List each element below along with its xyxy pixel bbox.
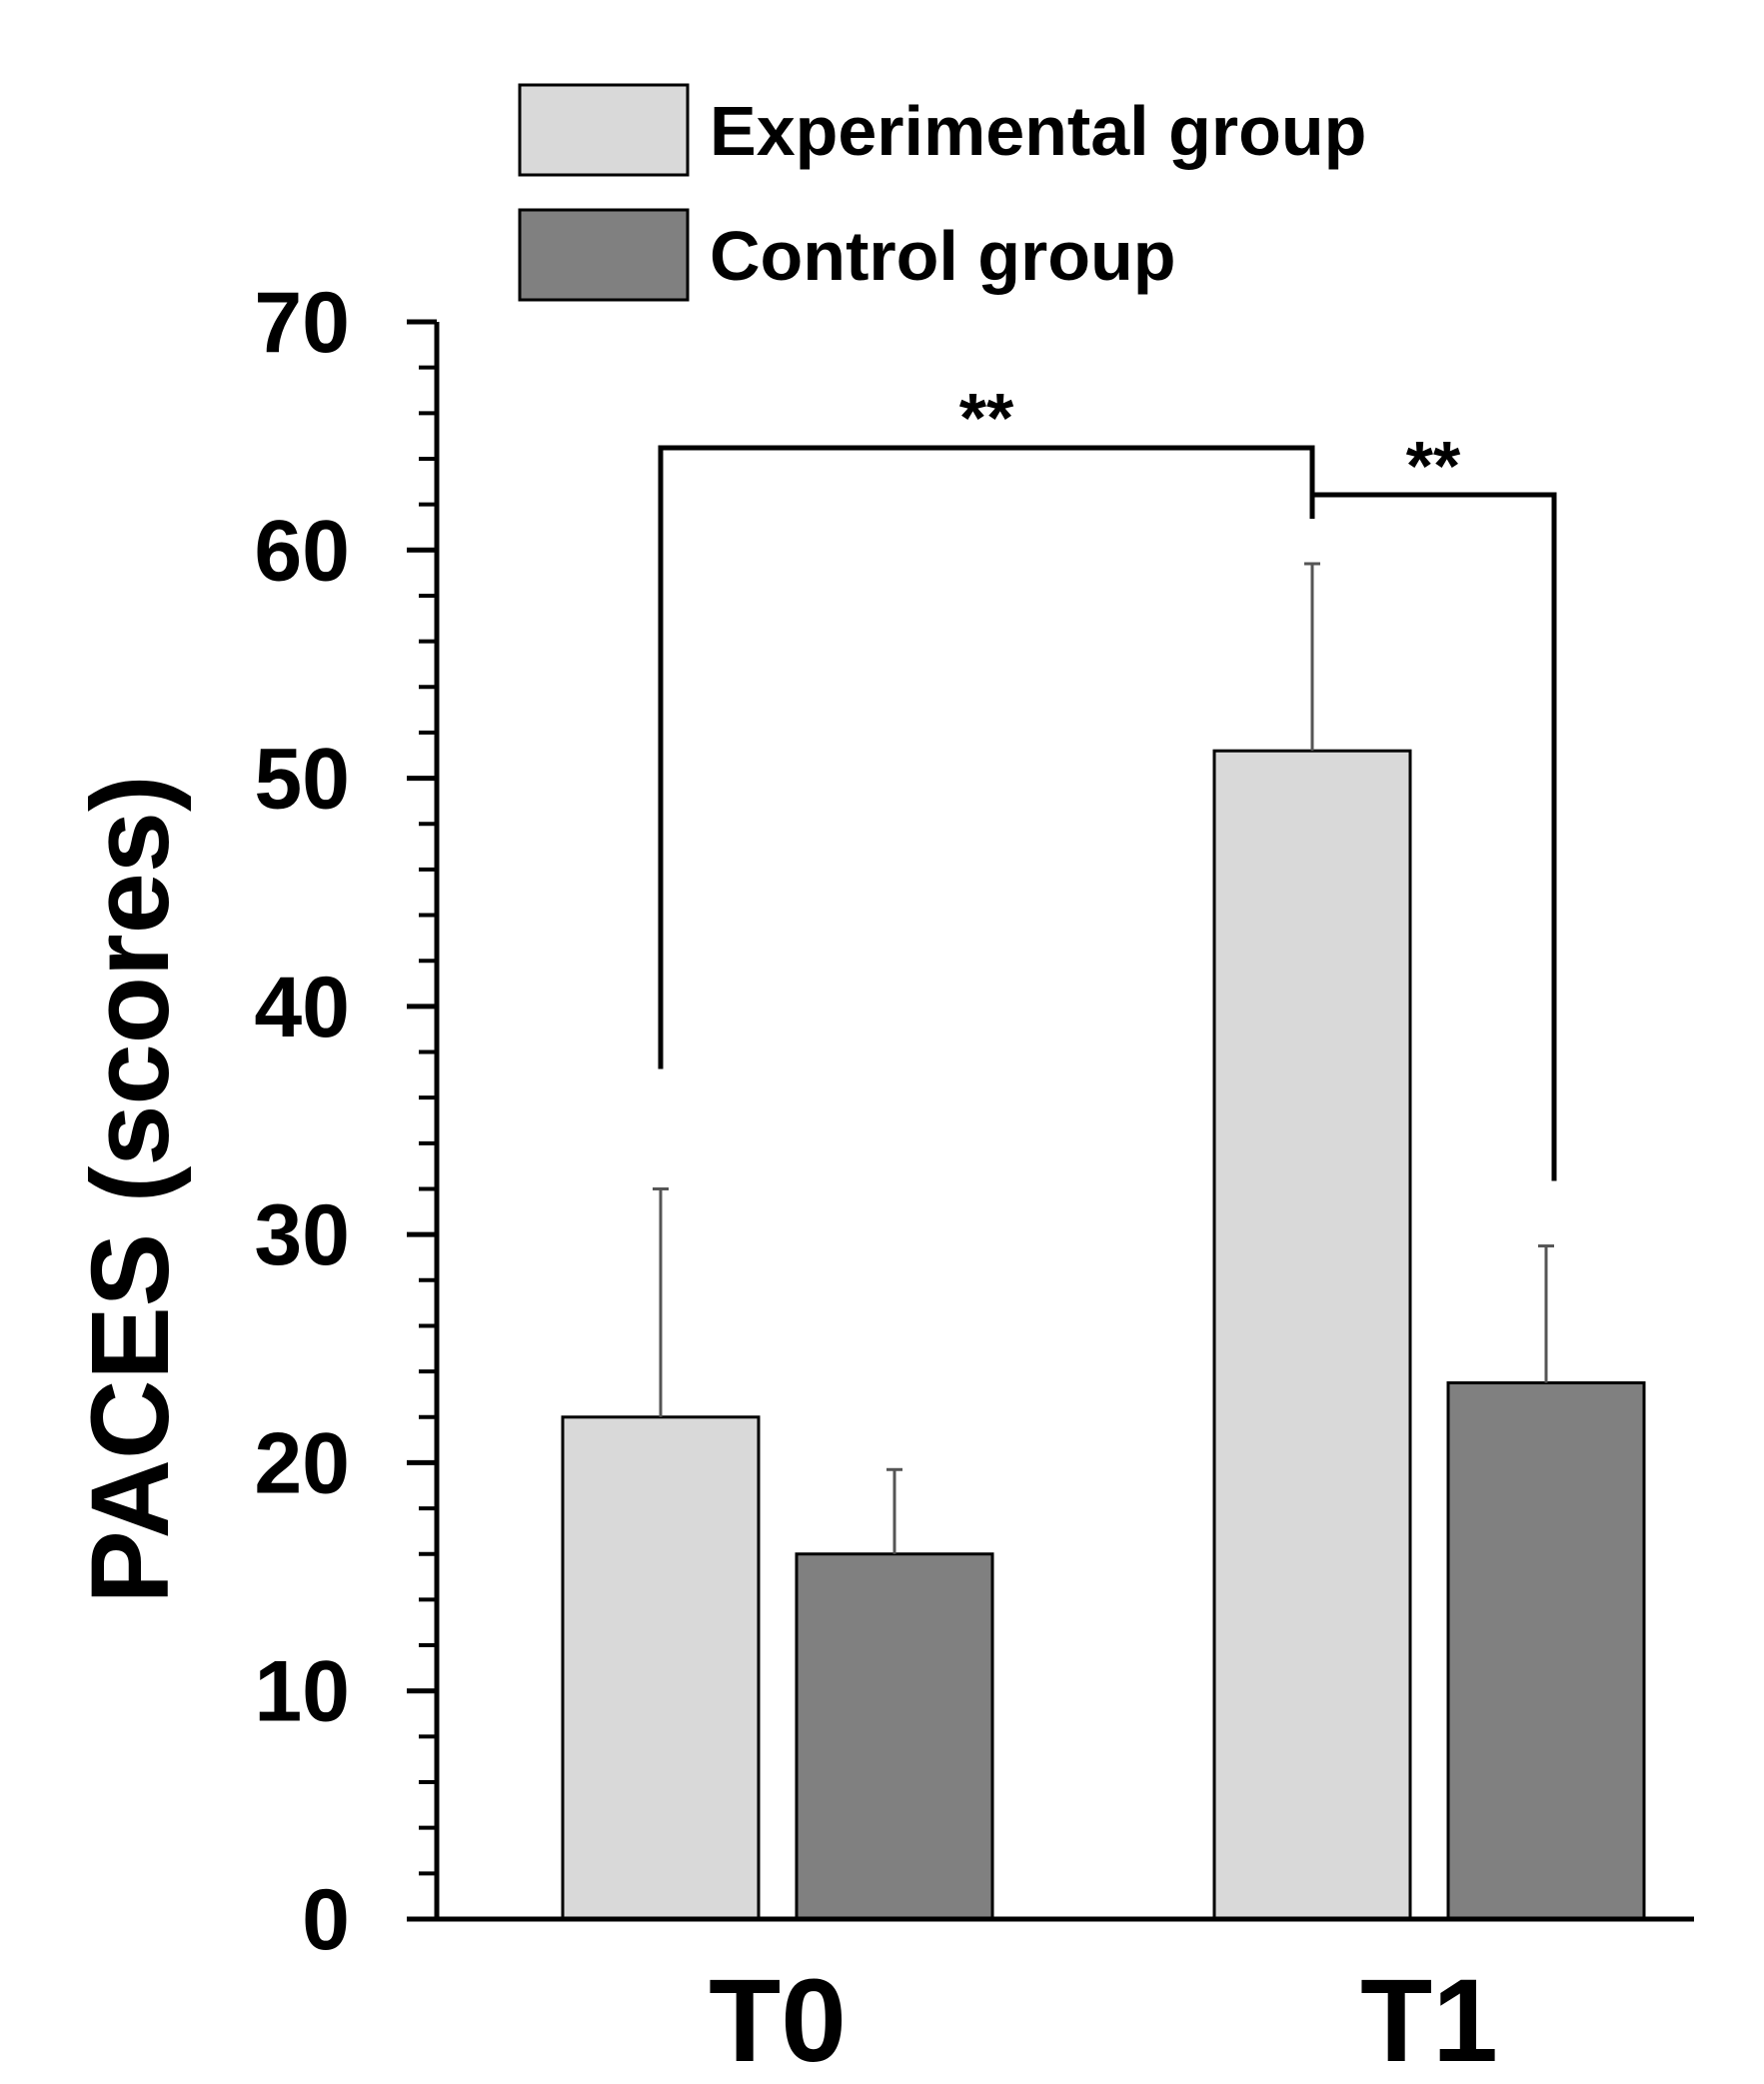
- y-tick-label: 60: [254, 503, 350, 599]
- y-tick-label: 50: [254, 732, 350, 828]
- significance-label: **: [959, 379, 1014, 457]
- x-axis-labels: T0 T1: [709, 1955, 1498, 2084]
- legend-swatch-control: [518, 208, 690, 302]
- y-tick-label: 10: [254, 1644, 350, 1740]
- bar-t1-experimental: [1212, 749, 1412, 1921]
- y-tick-label: 40: [254, 960, 350, 1055]
- y-tick-label: 20: [254, 1415, 350, 1511]
- bars: [561, 749, 1646, 1921]
- bar-t0-experimental: [561, 1415, 761, 1921]
- axes: [407, 322, 1694, 1922]
- y-tick-label: 70: [254, 275, 350, 371]
- legend: Experimental group Control group: [518, 83, 1366, 302]
- significance-bracket: [658, 445, 1315, 1069]
- bar-t0-control: [795, 1552, 994, 1921]
- y-tick-label: 0: [302, 1872, 350, 1968]
- legend-label: Experimental group: [710, 92, 1366, 170]
- significance-label: **: [1406, 427, 1461, 505]
- significance-brackets: ** **: [658, 379, 1557, 1181]
- x-category-label: T0: [709, 1955, 847, 2084]
- bar-t1-control: [1446, 1381, 1646, 1921]
- x-category-label: T1: [1360, 1955, 1498, 2084]
- significance-bracket: [1312, 492, 1557, 1181]
- y-tick-label: 30: [254, 1187, 350, 1283]
- error-bars: [653, 562, 1554, 1554]
- legend-swatch-experimental: [518, 83, 690, 177]
- y-axis-ticks: 0 10 20 30 40 50 60 70: [254, 275, 437, 1968]
- legend-label: Control group: [710, 217, 1176, 295]
- y-axis-label: PACES (scores): [69, 775, 192, 1603]
